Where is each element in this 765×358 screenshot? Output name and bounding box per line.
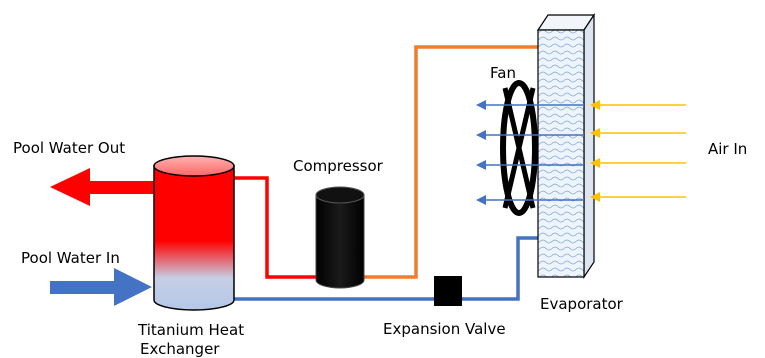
pool-water-in-label: Pool Water In [21, 249, 120, 267]
cold-refrigerant-line [233, 236, 540, 301]
air-in-label: Air In [708, 140, 747, 158]
fan-icon [500, 80, 538, 216]
evaporator [536, 13, 596, 279]
pool-water-out-label: Pool Water Out [13, 139, 125, 157]
compressor [315, 186, 365, 289]
hot-refrigerant-line-orange [362, 45, 540, 279]
heat-exchanger-label-line2: Exchanger [140, 340, 220, 358]
pool-water-out-arrow [50, 168, 158, 206]
expansion-valve [434, 276, 462, 306]
pool-water-in-arrow [50, 268, 152, 306]
evaporator-label: Evaporator [540, 295, 624, 313]
compressor-label: Compressor [293, 157, 384, 175]
fan-air-out-arrows [476, 100, 584, 205]
hot-refrigerant-line-red [233, 176, 316, 279]
fan-label: Fan [490, 64, 516, 82]
expansion-valve-label: Expansion Valve [383, 320, 506, 338]
air-in-arrows [590, 100, 686, 202]
titanium-heat-exchanger [153, 155, 235, 311]
heat-exchanger-label-line1: Titanium Heat [137, 321, 244, 339]
